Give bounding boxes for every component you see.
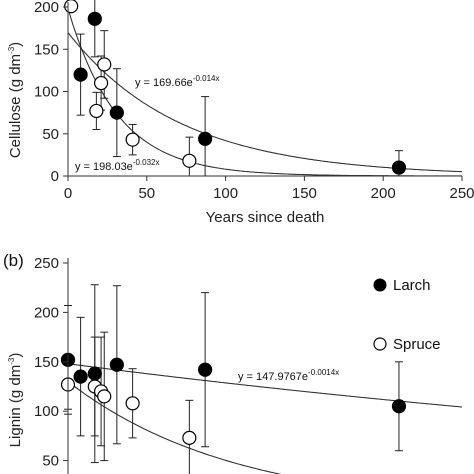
y-tick-label: 250 <box>34 255 59 272</box>
panel-b-legend: Larch Spruce <box>373 277 441 353</box>
panel-a-data-points <box>64 0 407 175</box>
panel-b-label: (b) <box>3 251 24 270</box>
panel-a-error-bars <box>76 0 403 176</box>
y-tick-label: 200 <box>34 304 59 321</box>
data-point-larch <box>109 357 124 372</box>
panel-b-error-bars <box>64 284 403 474</box>
data-point-larch <box>391 399 407 414</box>
panel-a-y-axis-title: Cellulose (g dm-3) <box>7 42 24 158</box>
data-point-spruce <box>125 132 140 147</box>
panel-a-larch-fit-equation: y = 169.66e-0.014x <box>135 74 220 89</box>
data-point-spruce <box>89 103 104 119</box>
legend-spruce-marker <box>373 337 387 351</box>
data-point-larch <box>87 366 102 381</box>
data-point-spruce <box>97 57 112 72</box>
x-tick-label: 250 <box>449 185 474 202</box>
data-point-larch <box>109 105 124 120</box>
y-tick-label: 50 <box>42 453 59 470</box>
panel-a: 0 50 100 150 200 0 50 100 150 200 250 Years since… <box>7 0 474 226</box>
y-tick-label: 50 <box>42 126 59 143</box>
data-point-spruce <box>182 153 197 168</box>
x-tick-label: 50 <box>138 185 155 202</box>
y-tick-label: 200 <box>34 0 59 16</box>
panel-a-x-axis-title: Years since death <box>206 209 325 226</box>
legend-larch-label: Larch <box>393 277 431 294</box>
x-tick-label: 0 <box>64 185 72 202</box>
x-tick-label: 150 <box>292 185 317 202</box>
panel-b-data-points <box>60 352 407 445</box>
y-tick-label: 0 <box>51 168 59 185</box>
panel-b-larch-fit-equation: y = 147.9767e-0.0014x <box>238 368 339 383</box>
y-tick-label: 100 <box>34 84 59 101</box>
panel-b-y-ticks: 50 100 150 200 250 <box>34 255 68 470</box>
panel-a-spruce-fit-equation: y = 198.03e-0.032x <box>75 158 160 173</box>
data-point-larch <box>73 67 88 82</box>
data-point-larch <box>198 131 213 146</box>
data-point-larch <box>198 362 213 377</box>
data-point-spruce <box>64 0 79 14</box>
data-point-spruce <box>125 396 140 411</box>
panel-a-x-ticks: 0 50 100 150 200 250 <box>64 176 474 202</box>
panel-b: (b) 50 100 150 200 250 Lignin (g dm-3) y = 1… <box>3 251 463 474</box>
data-point-spruce <box>93 75 109 91</box>
legend-spruce-label: Spruce <box>393 336 441 353</box>
data-point-larch <box>73 369 88 384</box>
data-point-larch <box>391 160 407 175</box>
x-tick-label: 100 <box>213 185 238 202</box>
panel-b-y-axis-title: Lignin (g dm-3) <box>7 353 24 448</box>
legend-larch-marker <box>373 278 387 292</box>
data-point-spruce <box>182 430 197 445</box>
y-tick-label: 150 <box>34 41 59 58</box>
panel-a-y-ticks: 0 50 100 150 200 <box>34 0 68 185</box>
data-point-larch <box>87 11 102 26</box>
data-point-spruce <box>97 389 112 404</box>
y-tick-label: 100 <box>34 403 59 420</box>
y-tick-label: 150 <box>34 354 59 371</box>
x-tick-label: 200 <box>371 185 396 202</box>
